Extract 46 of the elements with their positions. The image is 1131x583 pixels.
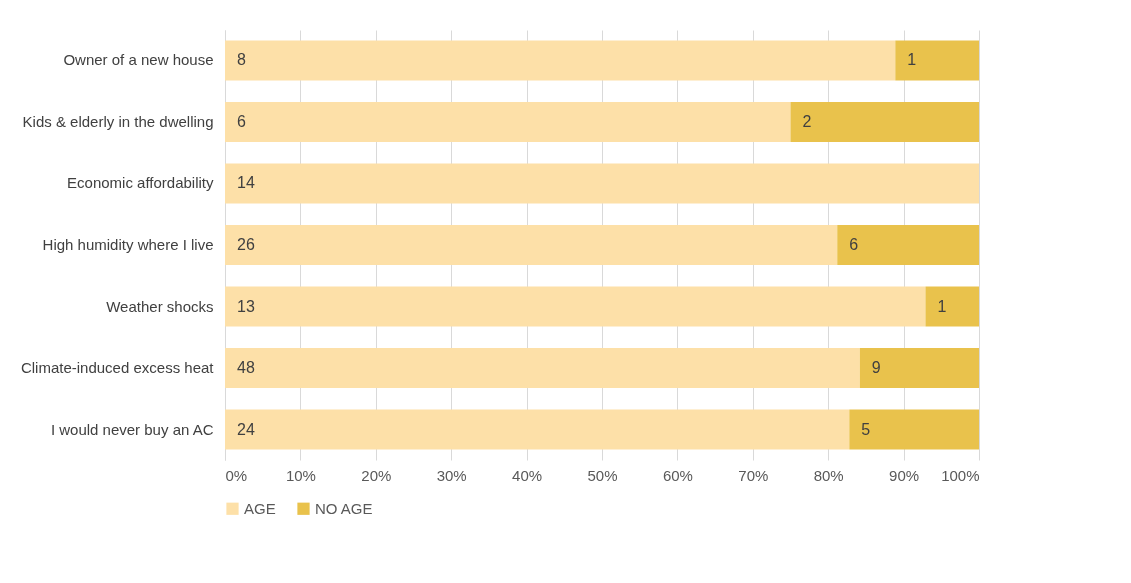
bar	[225, 286, 926, 327]
x-tick-label: 20%	[361, 466, 392, 484]
y-tick-label: Economic affordability	[67, 174, 214, 192]
x-tick-label: 70%	[738, 466, 769, 484]
annotation: 5	[861, 420, 871, 438]
bar	[837, 225, 979, 265]
annotation: 1	[907, 51, 917, 69]
y-tick-label: I would never buy an AC	[50, 420, 214, 438]
annotation: 13	[237, 297, 255, 315]
bar	[925, 286, 979, 327]
annotation: 2	[802, 112, 812, 130]
annotation: 9	[871, 359, 881, 377]
x-tick-label: 30%	[436, 466, 467, 484]
annotation: 6	[237, 112, 246, 130]
y-tick-label: Owner of a new house	[63, 51, 214, 69]
bar	[225, 409, 850, 450]
annotation: 8	[237, 51, 246, 69]
annotation: 26	[237, 236, 255, 253]
x-tick-label: 40%	[512, 466, 543, 484]
bar	[225, 101, 791, 142]
x-tick-label: 10%	[285, 466, 316, 484]
annotation: 1	[937, 297, 947, 315]
annotation: 6	[849, 236, 859, 253]
y-tick-label: Kids & elderly in the dwelling	[22, 112, 214, 130]
bar	[225, 225, 838, 265]
legend-label: NO AGE	[315, 499, 373, 517]
bar	[895, 40, 979, 81]
y-tick-label: High humidity where I live	[42, 236, 214, 253]
x-tick-label: 80%	[813, 466, 844, 484]
y-tick-label: Weather shocks	[106, 297, 214, 315]
bar	[849, 409, 979, 450]
bar	[225, 348, 860, 389]
x-tick-label: 100%	[941, 466, 980, 484]
annotation: 48	[237, 359, 255, 377]
annotation: 24	[237, 420, 255, 438]
x-tick-label: 60%	[662, 466, 693, 484]
bar	[790, 101, 979, 142]
legend-label: AGE	[244, 499, 276, 517]
x-tick-label: 90%	[889, 466, 920, 484]
x-tick-label: 50%	[587, 466, 618, 484]
bar	[225, 163, 979, 204]
y-tick-label: Climate-induced excess heat	[20, 359, 215, 377]
bar	[225, 40, 896, 81]
x-tick-label: 0%	[225, 466, 248, 484]
bar	[859, 348, 979, 389]
annotation: 14	[237, 174, 255, 192]
